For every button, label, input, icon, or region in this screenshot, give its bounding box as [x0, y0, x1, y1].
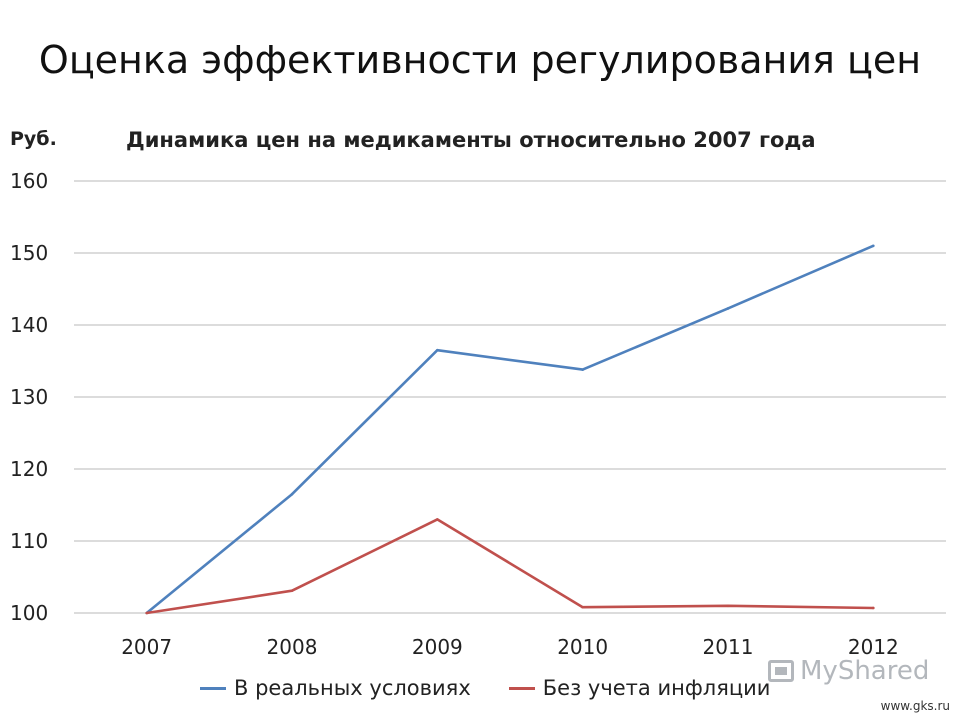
y-tick-label: 120	[10, 457, 48, 481]
data-point	[581, 368, 584, 371]
legend-label-real: В реальных условиях	[234, 676, 471, 700]
data-point	[436, 348, 439, 352]
x-tick-label: 2011	[703, 635, 754, 659]
series-line-0	[145, 244, 874, 615]
y-tick-label: 140	[10, 313, 48, 337]
data-point	[290, 589, 294, 592]
legend-item-real: В реальных условиях	[200, 676, 471, 700]
data-point	[436, 518, 439, 521]
legend-label-no-inflation: Без учета инфляции	[542, 676, 771, 700]
y-tick-label: 160	[10, 169, 48, 193]
slide-title: Оценка эффективности регулирования цен	[38, 38, 922, 82]
x-tick-label: 2009	[412, 635, 463, 659]
y-tick-label: 130	[10, 385, 48, 409]
watermark-text: MyShared	[800, 656, 930, 686]
legend-swatch-real	[200, 686, 226, 690]
legend: В реальных условиях Без учета инфляции	[200, 676, 770, 700]
x-tick-label: 2012	[848, 635, 899, 659]
data-point	[726, 307, 730, 310]
x-tick-label: 2008	[267, 635, 318, 659]
legend-item-no-inflation: Без учета инфляции	[508, 676, 771, 700]
data-point	[145, 611, 148, 615]
series-lines	[145, 244, 875, 615]
y-axis-unit-label: Руб.	[10, 128, 57, 150]
legend-swatch-no-inflation	[508, 686, 535, 690]
chart-title: Динамика цен на медикаменты относительно…	[126, 128, 816, 152]
data-point	[290, 492, 294, 496]
x-tick-label: 2007	[121, 635, 172, 659]
series-line-1	[146, 518, 874, 615]
data-point	[872, 606, 875, 610]
y-tick-label: 150	[10, 241, 48, 265]
data-point	[872, 244, 875, 248]
y-tick-labels: 100 110 120 130 140 150 160	[10, 169, 48, 625]
x-tick-labels: 2007 2008 2009 2010 2011 2012	[121, 635, 899, 659]
grid-lines	[74, 180, 946, 614]
x-tick-label: 2010	[557, 635, 608, 659]
source-label[interactable]: www.gks.ru	[880, 699, 950, 713]
watermark-logo: MyShared	[768, 656, 929, 686]
presentation-icon	[768, 660, 794, 682]
y-tick-label: 110	[10, 529, 48, 553]
y-tick-label: 100	[10, 601, 48, 625]
data-point	[581, 605, 584, 609]
data-point	[726, 604, 730, 608]
